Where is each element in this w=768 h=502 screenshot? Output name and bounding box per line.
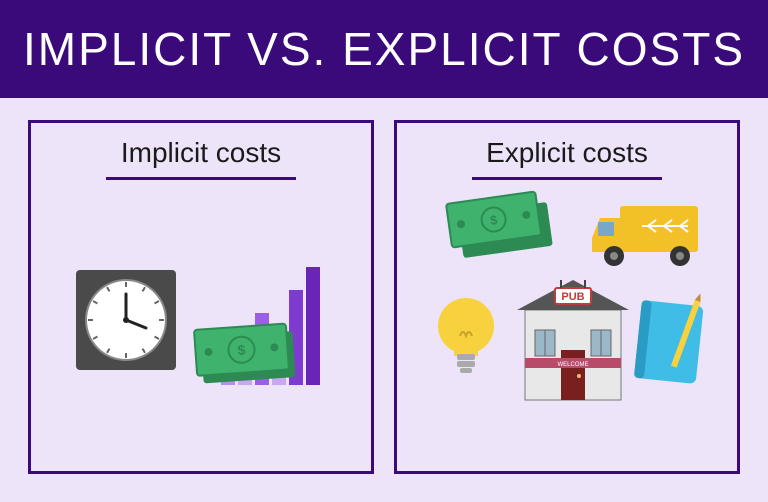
infographic-container: IMPLICIT VS. EXPLICIT COSTS Implicit cos… — [0, 0, 768, 502]
lightbulb-icon — [438, 298, 494, 373]
main-title: IMPLICIT VS. EXPLICIT COSTS — [0, 0, 768, 98]
notebook-icon — [634, 287, 705, 384]
panels-row: Implicit costs $ Explicit costs $ WELCOME… — [0, 98, 768, 502]
explicit-panel: Explicit costs $ WELCOME PUB — [394, 120, 740, 474]
implicit-title: Implicit costs — [121, 137, 281, 169]
explicit-title: Explicit costs — [486, 137, 648, 169]
svg-text:PUB: PUB — [561, 291, 584, 303]
building-icon: WELCOME PUB — [517, 280, 629, 400]
implicit-panel: Implicit costs $ — [28, 120, 374, 474]
money-icon: $ — [446, 190, 553, 259]
clock-icon — [76, 270, 176, 370]
implicit-icons: $ — [31, 180, 371, 471]
svg-text:$: $ — [237, 341, 246, 358]
svg-text:WELCOME: WELCOME — [557, 362, 588, 368]
explicit-icons: $ WELCOME PUB — [397, 180, 737, 471]
money-icon: $ — [194, 323, 296, 384]
truck-icon — [592, 206, 698, 266]
